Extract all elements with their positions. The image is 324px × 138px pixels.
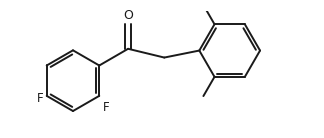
Text: F: F — [37, 92, 43, 105]
Text: F: F — [103, 101, 110, 114]
Text: O: O — [123, 9, 133, 22]
